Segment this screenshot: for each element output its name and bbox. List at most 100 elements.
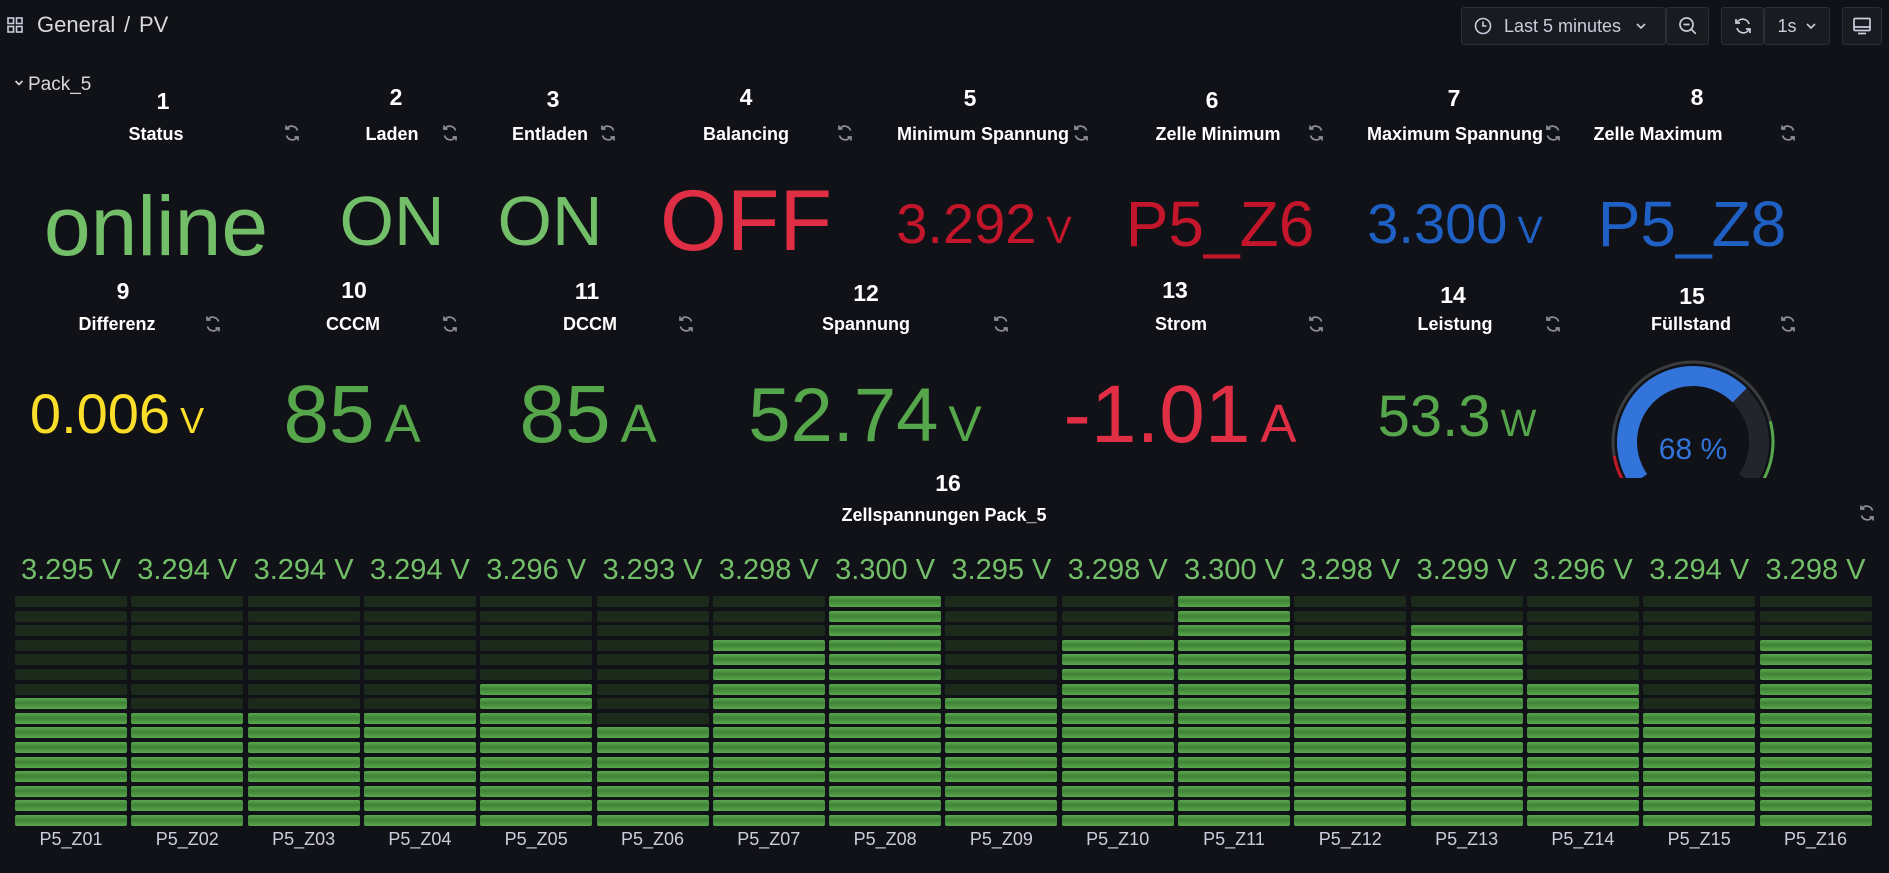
cell-bar-segment [247,654,360,666]
cell-bar-segment [480,698,593,710]
cell-bar-segment [829,727,942,739]
panel-number: 14 [1440,282,1466,308]
cell-voltage-value: 3.300 V [1184,554,1284,586]
cell-bar [1759,588,1873,826]
tv-mode-button[interactable] [1842,7,1882,45]
cell-bar-segment [1178,654,1290,666]
refresh-icon[interactable] [598,123,618,143]
spannung-display: 52.74 V [748,378,982,454]
cell-voltage-value: 3.295 V [951,554,1052,586]
panel-title-leistung[interactable]: Leistung [1417,314,1493,334]
cell-bar-segment [15,654,127,666]
refresh-icon[interactable] [1543,314,1563,334]
breadcrumb-folder[interactable]: General [37,12,116,37]
refresh-icon[interactable] [991,314,1011,334]
cell-bar-segment [15,596,127,607]
panel-title-spannung[interactable]: Spannung [822,314,910,334]
cell-bar-segment [131,785,244,797]
cell-bar-segment [363,785,476,797]
refresh-icon[interactable] [1306,314,1326,334]
cell-bar-segment [1410,625,1523,637]
panel-title-balancing[interactable]: Balancing [702,124,790,144]
refresh-icon[interactable] [676,314,696,334]
refresh-icon[interactable] [1778,314,1798,334]
cell-bar-segment [131,712,244,724]
cell-bar-segment [247,669,360,680]
refresh-icon[interactable] [282,123,302,143]
dashboards-grid-icon[interactable] [7,17,23,33]
cell-label: P5_Z13 [1435,829,1499,849]
zelle-maximum-value: P5_Z8 [1597,188,1787,260]
spannung-value: 52.74 [748,373,939,458]
cell-bar-segment [15,742,127,753]
refresh-icon[interactable] [1071,123,1091,143]
time-range-picker[interactable]: Last 5 minutes [1461,7,1666,45]
panel-number: 3 [546,86,560,112]
cell-bar-segment [1526,727,1639,739]
cell-bar-segment [829,639,942,651]
cell-bar-segment [1178,742,1290,753]
cell-bar-segment [363,800,476,812]
refresh-icon[interactable] [1778,123,1798,143]
refresh-button[interactable] [1721,7,1764,45]
panel-title-laden[interactable]: Laden [365,124,419,144]
cell-bar-segment [131,800,244,812]
refresh-icon[interactable] [440,314,460,334]
refresh-interval-picker[interactable]: 1s [1764,7,1830,45]
cell-bar-segment [1526,756,1639,768]
row-toggle-pack5[interactable]: Pack_5 [14,74,91,96]
panel-title-zelle-maximum[interactable]: Zelle Maximum [1593,124,1723,144]
cell-bar-segment [596,654,709,666]
gauge-fill [1617,366,1747,478]
cell-bar-segment [1294,625,1407,637]
cell-bar-segment [480,815,593,826]
panel-title-dccm[interactable]: DCCM [563,314,617,334]
cell-bar-segment [596,669,709,680]
cell-bar-segment [1526,669,1639,680]
cell-bar-segment [1294,596,1407,607]
cell-label: P5_Z11 [1203,829,1265,849]
panel-title-strom[interactable]: Strom [1154,314,1208,334]
cell-bar-segment [1294,610,1407,622]
differenz-unit: V [180,400,205,441]
panel-number: 6 [1205,87,1219,113]
panel-title-minimum-spannung[interactable]: Minimum Spannung [897,124,1069,144]
cell-bar-segment [247,625,360,637]
panel-title-status[interactable]: Status [128,124,184,144]
cell-bar-segment [247,742,360,753]
cell-bar-segment [945,712,1058,724]
panel-title-entladen[interactable]: Entladen [511,124,589,144]
refresh-icon[interactable] [835,123,855,143]
refresh-icon[interactable] [1543,123,1563,143]
gauge-threshold-green [1762,420,1775,478]
refresh-icon[interactable] [1857,503,1877,523]
refresh-icon[interactable] [440,123,460,143]
cell-bar-segment [1061,727,1174,739]
panel-title-cccm[interactable]: CCCM [326,314,380,334]
cell-bar-segment [712,654,825,666]
cell-bar-segment [1294,815,1407,826]
zoom-out-button[interactable] [1666,7,1709,45]
panel-title-differenz[interactable]: Differenz [78,314,156,334]
dccm-value: 85 [519,369,611,460]
cell-bar-segment [131,654,244,666]
panel-title-zellspannungen[interactable]: Zellspannungen Pack_5 [841,505,1047,525]
cell-bar-segment [131,639,244,651]
cell-bar-segment [1759,669,1872,680]
panel-title-maximum-spannung[interactable]: Maximum Spannung [1366,124,1544,144]
cccm-unit: A [384,394,421,454]
maximum-spannung-unit: V [1517,210,1543,252]
panel-title-zelle-minimum[interactable]: Zelle Minimum [1155,124,1281,144]
refresh-icon[interactable] [203,314,223,334]
cell-bar-segment [15,727,127,739]
panel-number: 16 [935,470,961,496]
cell-bar-segment [15,785,127,797]
panel-title-fuellstand[interactable]: Füllstand [1651,314,1731,334]
cell-bar-segment [363,639,476,651]
cell-bar-segment [1526,815,1639,826]
cell-bar-segment [131,669,244,680]
cell-bar-segment [1178,785,1290,797]
refresh-icon[interactable] [1306,123,1326,143]
cell-bar-segment [1061,596,1174,607]
leistung-display: 53.3 W [1378,388,1537,446]
